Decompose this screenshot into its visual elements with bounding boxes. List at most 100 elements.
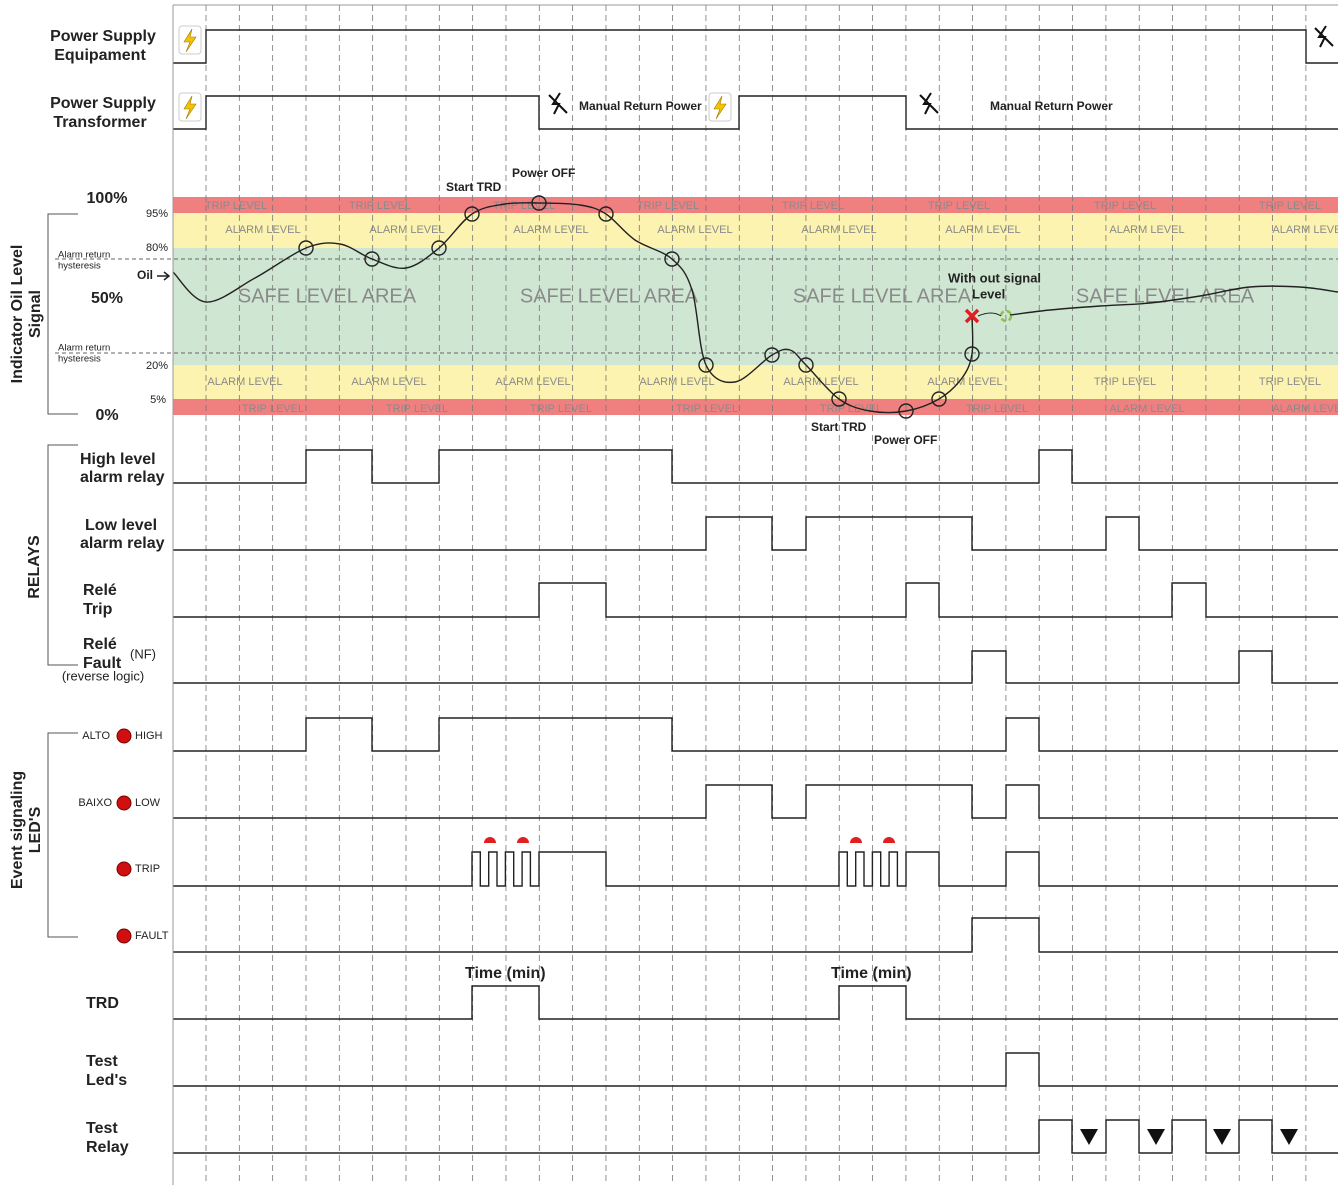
zone-label: ALARM LEVEL	[351, 376, 426, 388]
alarm-zone	[173, 365, 1338, 399]
row-label: Relé	[83, 636, 117, 653]
event-point	[698, 357, 714, 373]
zone-label: ALARM LEVEL	[927, 376, 1002, 388]
zone-label: ALARM LEVEL	[657, 224, 732, 236]
alarm-zone	[173, 213, 1338, 248]
waveform	[173, 1052, 1338, 1087]
hysteresis-label: Alarm return	[58, 343, 110, 354]
zone-label: ALARM LEVEL	[207, 376, 282, 388]
zone-label: SAFE LEVEL AREA	[520, 285, 699, 307]
row-label: Signal	[27, 290, 44, 338]
event-point	[764, 347, 780, 363]
zone-label: TRIP LEVEL	[386, 403, 448, 415]
event-point	[664, 251, 680, 267]
waveform	[173, 516, 1338, 551]
annotation: Power OFF	[512, 166, 575, 180]
icons	[178, 25, 1334, 843]
scale-label: 100%	[87, 190, 128, 207]
hysteresis-label: Alarm return	[58, 250, 110, 261]
alarm-beacons	[484, 837, 895, 843]
waveform	[173, 95, 1338, 130]
zone-label: TRIP LEVEL	[1094, 376, 1156, 388]
time-grid	[205, 5, 1307, 1185]
zone-label: TRIP LEVEL	[530, 403, 592, 415]
annotation: Time (min)	[831, 965, 912, 982]
group-label: Event signaling	[9, 771, 26, 889]
row-label: Transformer	[53, 114, 146, 131]
scale-label: 50%	[91, 290, 123, 307]
row-label: TRD	[86, 995, 119, 1012]
zone-label: ALARM LEVEL	[495, 376, 570, 388]
trip-zone	[173, 399, 1338, 415]
zone-label: ALARM LEVEL	[369, 224, 444, 236]
bracket	[47, 213, 78, 415]
bolt	[183, 28, 197, 53]
event-point	[431, 240, 447, 256]
leds: ALTO HIGH BAIXO LOW TRIP FAULT	[78, 728, 169, 944]
hysteresis-label: hysteresis	[58, 354, 101, 365]
waveforms	[172, 29, 1338, 1154]
zone-labels: TRIP LEVEL TRIP LEVEL TRIP LEVEL TRIP LEVEL…	[205, 200, 1338, 415]
zone-label: TRIP LEVEL	[349, 200, 411, 212]
zone-label: TRIP LEVEL	[637, 200, 699, 212]
led-label: HIGH	[135, 730, 163, 742]
waveform	[173, 717, 1338, 752]
led	[116, 928, 132, 944]
event-point	[831, 391, 847, 407]
annotation: Level	[972, 286, 1005, 301]
scale-label: 20%	[146, 360, 168, 372]
signal-loss	[964, 308, 1013, 324]
zone-label: TRIP LEVEL	[782, 200, 844, 212]
row-label: Test	[86, 1120, 118, 1137]
annotation: Power OFF	[874, 433, 937, 447]
waveform	[173, 449, 1338, 484]
annotation: Manual Return Power	[579, 99, 702, 113]
row-label: High level	[80, 451, 156, 468]
annotation: Time (min)	[465, 965, 546, 982]
zone-label: SAFE LEVEL AREA	[793, 285, 972, 307]
led	[116, 861, 132, 877]
zone-label: SAFE LEVEL AREA	[1076, 285, 1255, 307]
zone-label: TRIP LEVEL	[242, 403, 304, 415]
scale-label: 5%	[150, 394, 166, 406]
row-label: Relé	[83, 582, 117, 599]
waveform	[173, 650, 1338, 684]
zone-label: ALARM LEVEL	[225, 224, 300, 236]
zone-label: TRIP LEVEL	[205, 200, 267, 212]
event-point	[298, 240, 314, 256]
waveform	[173, 985, 1338, 1020]
group-label: LED'S	[27, 806, 44, 853]
event-point	[964, 346, 980, 362]
zone-label: TRIP LEVEL	[1259, 376, 1321, 388]
zone-label: ALARM LEVEL	[639, 376, 714, 388]
event-point	[931, 391, 947, 407]
annotation: Start TRD	[446, 180, 502, 194]
row-label: Power Supply	[50, 28, 156, 45]
hysteresis-label: hysteresis	[58, 261, 101, 272]
bracket	[47, 444, 78, 666]
event-point	[898, 403, 914, 419]
row-label: Trip	[83, 601, 113, 618]
zone-label: TRIP LEVEL	[676, 403, 738, 415]
row-label: Equipament	[54, 47, 146, 64]
oil-zones	[55, 197, 1338, 415]
zone-label: TRIP LEVEL	[928, 200, 990, 212]
bracket	[47, 732, 78, 938]
bolt	[183, 95, 197, 120]
zone-label: ALARM LEVEL	[945, 224, 1020, 236]
led-label: FAULT	[135, 930, 169, 942]
led-label: BAIXO	[78, 797, 112, 809]
zone-label: SAFE LEVEL AREA	[238, 285, 417, 307]
waveform	[173, 784, 1338, 819]
waveform	[173, 851, 1338, 887]
oil-curve	[1009, 285, 1338, 316]
zone-label: ALARM LEVEL	[1109, 224, 1184, 236]
led	[116, 728, 132, 744]
group-label: RELAYS	[26, 535, 43, 599]
trip-zone	[173, 197, 1338, 213]
event-point	[364, 251, 380, 267]
row-label: Indicator Oil Level	[9, 245, 26, 384]
row-label: Test	[86, 1053, 118, 1070]
zone-label: ALARM LEVEL	[1272, 224, 1338, 236]
zone-label: TRIP LEVEL	[1259, 200, 1321, 212]
